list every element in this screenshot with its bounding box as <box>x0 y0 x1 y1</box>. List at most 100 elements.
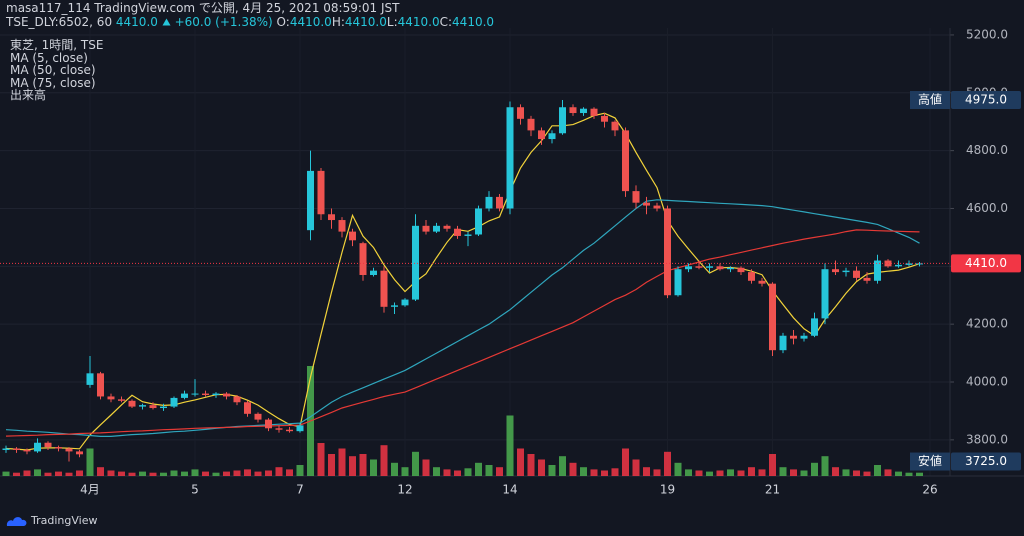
volume-bar <box>475 462 482 476</box>
candle-body <box>517 107 524 119</box>
candle-body <box>349 231 356 241</box>
x-tick-label: 7 <box>296 483 304 497</box>
volume-bar <box>790 469 797 476</box>
y-tick-label: 4000.0 <box>966 375 1008 389</box>
volume-bar <box>97 467 104 476</box>
volume-bar <box>590 469 598 476</box>
x-tick-label: 26 <box>922 483 937 497</box>
candle-body <box>380 270 388 307</box>
volume-bar <box>244 469 251 476</box>
candle-body <box>548 133 556 140</box>
label-box <box>910 452 950 471</box>
volume-bar <box>86 448 94 476</box>
candle-body <box>916 263 923 265</box>
candle-body <box>601 115 608 122</box>
candle-body <box>202 393 209 396</box>
volume-bar <box>454 470 461 476</box>
candle-body <box>107 396 115 400</box>
volume-bar <box>44 472 52 476</box>
volume-bar <box>779 467 787 476</box>
candle-body <box>559 107 566 134</box>
volume-bar <box>863 471 871 476</box>
candle-body <box>23 449 31 452</box>
volume-bar <box>433 467 440 476</box>
volume-bar <box>139 471 146 476</box>
volume-bar <box>328 454 335 476</box>
volume-bar <box>632 459 640 476</box>
candle-body <box>76 451 83 455</box>
candle-body <box>748 272 755 281</box>
price-label: 安値 <box>918 453 942 468</box>
candle-body <box>13 448 20 450</box>
footer: TradingView <box>6 514 97 527</box>
candle-body <box>716 266 724 270</box>
x-tick-label: 21 <box>765 483 780 497</box>
change: +60.0 (+1.38%) <box>174 15 273 29</box>
volume-bar <box>296 465 304 476</box>
ohlc-key: O: <box>276 15 290 29</box>
candle-body <box>611 121 619 131</box>
volume-bar <box>674 462 682 476</box>
volume-bar <box>517 448 524 476</box>
volume-bar <box>874 465 881 476</box>
candle-body <box>590 108 598 116</box>
volume-bar <box>160 472 167 476</box>
candle-body <box>905 263 913 265</box>
legend-entry: MA (5, close) <box>10 50 88 65</box>
volume-bar <box>905 472 913 476</box>
label-box <box>910 91 950 110</box>
candle-body <box>790 335 797 339</box>
legend-entry: 出来高 <box>10 88 47 102</box>
x-tick-label: 5 <box>191 483 199 497</box>
volume-bar <box>223 471 230 476</box>
candle-body <box>842 270 850 273</box>
volume-bar <box>895 471 902 476</box>
value-box <box>951 254 1021 273</box>
candle-body <box>328 214 335 221</box>
candle-body <box>317 170 325 215</box>
volume-bar <box>149 472 157 476</box>
candle-body <box>832 269 839 273</box>
candle-body <box>275 428 283 430</box>
volume-bar <box>748 467 755 476</box>
volume-bar <box>170 470 178 476</box>
volume-bar <box>811 462 818 476</box>
ma-line <box>5 199 920 437</box>
y-tick-label: 4200.0 <box>966 317 1008 331</box>
volume-bar <box>34 469 41 476</box>
candle-body <box>34 442 41 452</box>
legend-entry: MA (75, close) <box>10 75 96 90</box>
price-value: 3725.0 <box>965 454 1007 468</box>
candle-body <box>475 208 482 235</box>
volume-bar <box>769 454 776 476</box>
candle-body <box>2 448 10 450</box>
volume-bar <box>338 448 346 476</box>
candle-body <box>65 448 73 452</box>
volume-bar <box>464 468 472 476</box>
x-tick-label: 19 <box>660 483 675 497</box>
candle-body <box>485 196 493 209</box>
legend: 東芝, 1時間, TSE MA (5, close) MA (50, close) M… <box>10 39 103 102</box>
price-value: 4410.0 <box>965 256 1007 270</box>
volume-bar <box>821 456 829 476</box>
volume-bar <box>622 448 629 476</box>
volume-bar <box>916 472 923 476</box>
candle-body <box>391 305 398 307</box>
candle-body <box>622 130 629 192</box>
plot-background <box>0 28 950 476</box>
candle-body <box>863 277 871 281</box>
symbol: TSE_DLY:6502, 60 <box>6 15 113 29</box>
candle-body <box>569 107 577 114</box>
candle-body <box>128 400 136 407</box>
candle-body <box>412 225 419 300</box>
candle-body <box>695 266 703 268</box>
candle-body <box>181 393 188 398</box>
x-tick-label: 12 <box>397 483 412 497</box>
candle-body <box>338 220 346 232</box>
volume-bar <box>55 471 62 476</box>
ohlc-key: C: <box>439 15 453 29</box>
y-tick-label: 4600.0 <box>966 201 1008 215</box>
volume-bar <box>611 468 619 476</box>
candle-body <box>527 118 535 131</box>
